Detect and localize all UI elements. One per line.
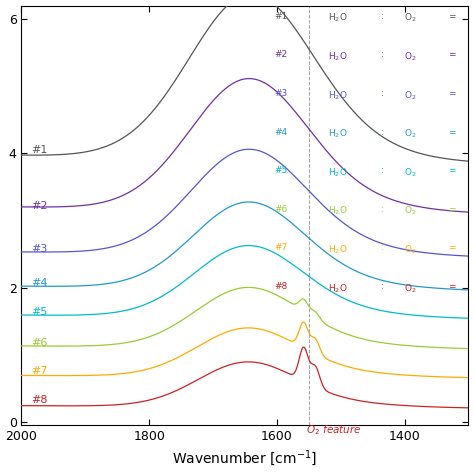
X-axis label: Wavenumber [cm$^{-1}$]: Wavenumber [cm$^{-1}$] (173, 448, 318, 468)
Text: #5: #5 (274, 166, 287, 175)
Text: :: : (381, 205, 384, 214)
Text: :: : (381, 244, 384, 253)
Text: #8: #8 (31, 395, 47, 405)
Text: =: = (448, 50, 456, 59)
Text: O$_2$: O$_2$ (404, 166, 416, 179)
Text: O$_2$ feature: O$_2$ feature (306, 423, 362, 437)
Text: :: : (381, 50, 384, 59)
Text: #4: #4 (31, 279, 47, 289)
Text: =: = (448, 128, 456, 137)
Text: :: : (381, 12, 384, 21)
Text: =: = (448, 89, 456, 98)
Text: =: = (448, 166, 456, 175)
Text: #3: #3 (31, 244, 47, 254)
Text: O$_2$: O$_2$ (404, 128, 416, 140)
Text: #1: #1 (274, 12, 287, 21)
Text: #4: #4 (274, 128, 287, 137)
Text: H$_2$O: H$_2$O (328, 205, 347, 218)
Text: =: = (448, 244, 456, 253)
Text: H$_2$O: H$_2$O (328, 166, 347, 179)
Text: #6: #6 (274, 205, 287, 214)
Text: H$_2$O: H$_2$O (328, 50, 347, 63)
Text: #7: #7 (274, 244, 287, 253)
Text: #1: #1 (31, 145, 47, 155)
Text: =: = (448, 205, 456, 214)
Text: H$_2$O: H$_2$O (328, 282, 347, 294)
Text: #2: #2 (31, 201, 47, 210)
Text: =: = (448, 282, 456, 291)
Text: O$_2$: O$_2$ (404, 244, 416, 256)
Text: #7: #7 (31, 366, 47, 376)
Text: H$_2$O: H$_2$O (328, 89, 347, 101)
Text: H$_2$O: H$_2$O (328, 244, 347, 256)
Text: O$_2$: O$_2$ (404, 89, 416, 101)
Text: #8: #8 (274, 282, 287, 291)
Text: O$_2$: O$_2$ (404, 50, 416, 63)
Text: #6: #6 (31, 337, 47, 347)
Text: H$_2$O: H$_2$O (328, 128, 347, 140)
Text: :: : (381, 89, 384, 98)
Text: #5: #5 (31, 307, 47, 318)
Text: O$_2$: O$_2$ (404, 282, 416, 294)
Text: #2: #2 (274, 50, 287, 59)
Text: :: : (381, 282, 384, 291)
Text: H$_2$O: H$_2$O (328, 12, 347, 24)
Text: :: : (381, 166, 384, 175)
Text: =: = (448, 12, 456, 21)
Text: :: : (381, 128, 384, 137)
Text: O$_2$: O$_2$ (404, 12, 416, 24)
Text: #3: #3 (274, 89, 287, 98)
Text: O$_2$: O$_2$ (404, 205, 416, 218)
